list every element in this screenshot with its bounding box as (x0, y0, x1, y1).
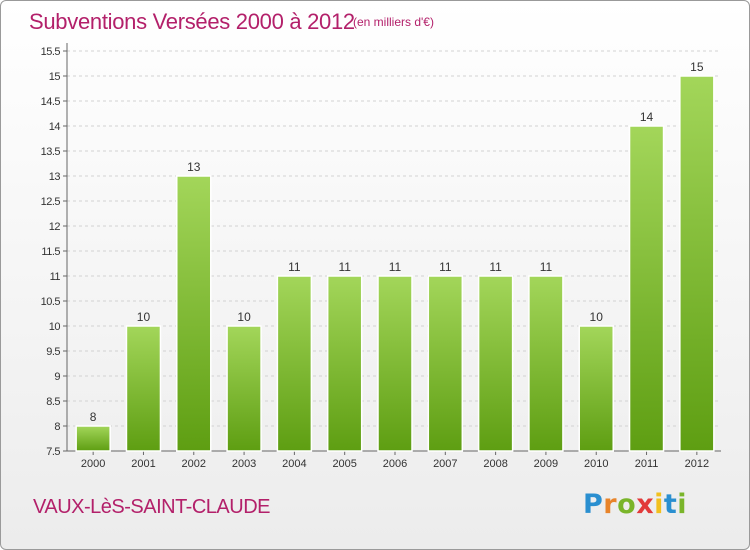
bar (176, 175, 212, 452)
x-tick-label: 2007 (433, 458, 457, 470)
data-label: 13 (187, 160, 201, 174)
data-label: 10 (237, 310, 251, 324)
data-label: 11 (489, 260, 502, 274)
data-label: 11 (439, 260, 452, 274)
y-tick-label: 12.5 (41, 196, 61, 208)
chart-title: Subventions Versées 2000 à 2012 (29, 9, 355, 34)
x-tick-label: 2004 (282, 458, 306, 470)
bar (326, 275, 363, 452)
brand-logo-letter: r (603, 489, 618, 520)
bar (125, 325, 162, 452)
brand-logo-letter: o (617, 489, 637, 520)
y-tick-label: 15 (49, 71, 61, 83)
y-tick-label: 9 (54, 371, 60, 383)
x-tick-label: 2009 (534, 458, 558, 470)
x-tick-label: 2002 (182, 458, 206, 470)
bar (276, 275, 313, 452)
bar (377, 275, 413, 452)
x-tick-label: 2011 (635, 458, 659, 470)
bar (528, 275, 564, 452)
data-label: 8 (90, 410, 97, 424)
bar (427, 275, 464, 452)
x-tick-label: 2006 (383, 458, 407, 470)
y-tick-label: 14 (49, 121, 61, 133)
y-tick-label: 8.5 (46, 396, 60, 408)
data-label: 11 (389, 260, 402, 274)
bar (679, 75, 715, 452)
brand-logo-letter: i (677, 489, 688, 520)
brand-logo: Proxiti (583, 489, 687, 520)
data-label: 15 (690, 60, 704, 74)
data-label: 11 (288, 260, 301, 274)
y-tick-label: 11 (50, 271, 61, 283)
brand-logo-letter: x (636, 489, 655, 520)
axes: 7.5 8 8.5 9 9.5 10 10.5 11 11.5 12 12.5 13 13.5 14 14.… (41, 43, 721, 470)
y-tick-label: 7.5 (46, 446, 60, 458)
data-label: 14 (640, 110, 654, 124)
bar (628, 125, 665, 452)
y-tick-label: 10 (49, 321, 61, 333)
x-tick-label: 2003 (232, 458, 256, 470)
y-tick-label: 9.5 (46, 346, 60, 358)
chart-subtitle: (en milliers d'€) (353, 15, 434, 29)
y-tick-label: 14.5 (41, 96, 61, 108)
data-labels: 8 10 13 10 11 11 11 11 11 11 10 14 15 (90, 60, 704, 424)
y-tick-label: 11.5 (41, 246, 60, 258)
x-tick-label: 2008 (483, 458, 507, 470)
bar (75, 425, 111, 452)
y-tick-label: 12 (49, 221, 61, 233)
y-tick-label: 15.5 (41, 46, 61, 58)
x-tick-label: 2001 (131, 458, 155, 470)
data-label: 11 (338, 260, 351, 274)
x-tick-label: 2005 (332, 458, 356, 470)
data-label: 11 (540, 260, 553, 274)
x-tick-label: 2000 (81, 458, 105, 470)
data-label: 10 (137, 310, 151, 324)
y-tick-label: 8 (54, 421, 60, 433)
data-label: 10 (590, 310, 604, 324)
brand-logo-letter: P (583, 489, 604, 520)
x-tick-label: 2012 (685, 458, 709, 470)
bar (477, 275, 514, 452)
x-tick-label: 2010 (584, 458, 608, 470)
bar (226, 325, 262, 452)
y-tick-label: 10.5 (41, 296, 61, 308)
y-tick-label: 13.5 (41, 146, 61, 158)
commune-name: VAUX-LèS-SAINT-CLAUDE (33, 496, 270, 518)
brand-logo-letter: t (663, 489, 678, 520)
bars (75, 75, 715, 452)
bar (578, 325, 614, 452)
brand-logo-letter: i (654, 489, 664, 520)
y-tick-label: 13 (49, 171, 61, 183)
